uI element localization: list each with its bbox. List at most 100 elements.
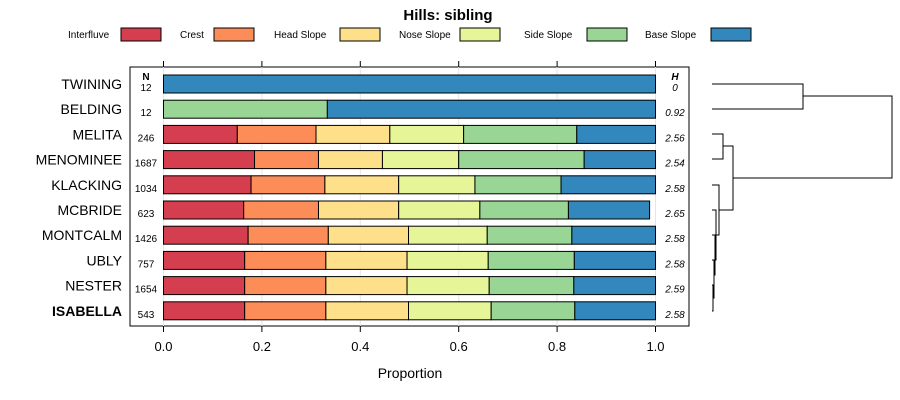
n-value: 246 (138, 133, 155, 144)
h-header: H (671, 72, 679, 83)
bar-segment (463, 124, 578, 144)
bar-segment (325, 276, 408, 296)
h-value: 2.54 (664, 159, 685, 170)
dendro-branch-twining-belding (712, 83, 804, 110)
bar-segment (567, 200, 651, 220)
h-value: 2.58 (664, 184, 685, 195)
x-tick-label: 0.4 (351, 339, 369, 354)
legend-swatch (459, 27, 501, 42)
h-value: 0 (672, 83, 678, 94)
dendro-branch-left-cluster (719, 145, 734, 211)
legend-label: Head Slope (274, 30, 327, 41)
x-tick-label: 0.8 (548, 339, 566, 354)
legend-swatch (586, 27, 628, 42)
bar-segment (163, 301, 246, 321)
bar-segment (244, 301, 327, 321)
bar-segment (163, 250, 246, 270)
dendrogram (712, 83, 893, 312)
bar-segment (250, 175, 326, 195)
legend-label: Interfluve (68, 30, 110, 41)
row-label: MCBRIDE (57, 202, 122, 218)
row-label: MENOMINEE (36, 152, 122, 168)
chart-title: Hills: sibling (403, 7, 492, 24)
legend-swatch (339, 27, 381, 42)
bar-segment (317, 150, 383, 170)
legend: Interfluve Crest Head Slope Nose Slope Side … (68, 27, 752, 42)
legend-label: Nose Slope (399, 30, 451, 41)
bar-segment (163, 74, 656, 94)
n-value: 543 (138, 310, 155, 321)
bar-segment (573, 250, 657, 270)
bar-segment (574, 301, 657, 321)
bar-segment (398, 200, 481, 220)
dendro-branch-top (733, 95, 893, 179)
bar-segment (487, 250, 575, 270)
bar-segment (474, 175, 562, 195)
legend-swatch (710, 27, 752, 42)
bar-segment (479, 200, 569, 220)
bar-segment (486, 225, 573, 245)
n-value: 12 (140, 83, 152, 94)
dendro-branch-melita-menominee (712, 133, 724, 160)
row-label: MONTCALM (42, 227, 122, 243)
h-value: 0.92 (665, 108, 685, 119)
n-value: 1426 (135, 234, 158, 245)
h-value: 2.56 (664, 133, 685, 144)
bar-rows: TWINING 12 0 BELDING 12 0.92 MELITA 246 2.56 MENO… (36, 74, 685, 321)
dendro-branch-nester-isabella (712, 284, 714, 312)
bar-segment (458, 150, 585, 170)
x-tick-label: 0.0 (154, 339, 172, 354)
x-tick-label: 1.0 (646, 339, 664, 354)
bar-segment (327, 225, 410, 245)
legend-swatch (120, 27, 162, 42)
plot-frame (129, 66, 690, 327)
bar-segment (573, 276, 656, 296)
n-value: 757 (138, 259, 155, 270)
bar-segment (163, 150, 256, 170)
bar-segment (315, 124, 391, 144)
bar-segment (247, 225, 329, 245)
bar-segment (398, 175, 476, 195)
bar-segment (406, 250, 489, 270)
n-value: 1034 (135, 184, 158, 195)
bar-segment (576, 124, 657, 144)
bar-segment (381, 150, 460, 170)
bar-segment (408, 225, 488, 245)
bar-segment (488, 276, 575, 296)
dendro-branch-klacking (712, 184, 720, 236)
bar-segment (243, 200, 319, 220)
bar-segment (163, 225, 249, 245)
legend-label: Crest (180, 30, 204, 41)
legend-label: Base Slope (645, 30, 697, 41)
bar-segment (244, 276, 327, 296)
h-value: 2.65 (664, 209, 685, 220)
x-axis: 0.0 0.2 0.4 0.6 0.8 1.0 (154, 61, 665, 354)
bar-segment (163, 124, 238, 144)
n-value: 12 (140, 108, 152, 119)
bar-segment (163, 276, 246, 296)
bar-segment (325, 301, 410, 321)
row-label: KLACKING (51, 177, 122, 193)
bar-segment (324, 175, 400, 195)
h-value: 2.58 (664, 259, 685, 270)
n-header: N (142, 72, 149, 83)
n-value: 623 (138, 209, 155, 220)
row-label: BELDING (61, 101, 122, 117)
bar-segment (163, 200, 245, 220)
row-label: UBLY (86, 252, 122, 268)
bar-segment (254, 150, 319, 170)
bar-segment (317, 200, 400, 220)
h-value: 2.58 (664, 234, 685, 245)
h-value: 2.59 (664, 285, 685, 296)
row-label: MELITA (72, 126, 122, 142)
bar-segment (163, 175, 252, 195)
bar-segment (571, 225, 656, 245)
row-label: NESTER (65, 278, 122, 294)
h-value: 2.58 (664, 310, 685, 321)
bar-segment (326, 99, 656, 119)
bar-segment (163, 99, 328, 119)
legend-swatch (213, 27, 255, 42)
bar-segment (560, 175, 657, 195)
bar-segment (408, 301, 492, 321)
